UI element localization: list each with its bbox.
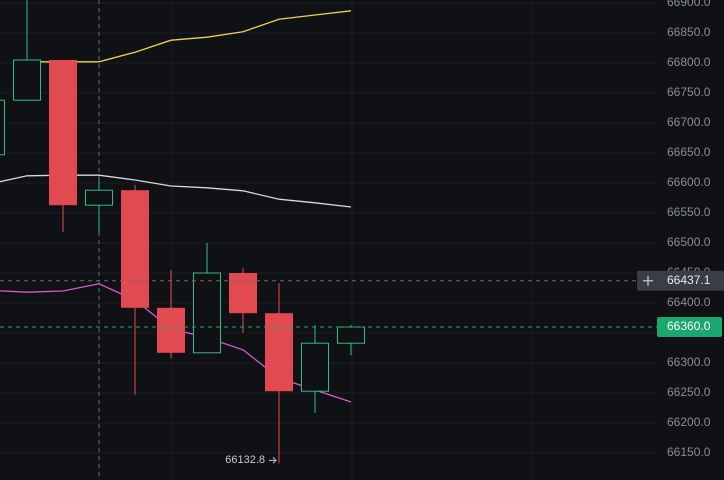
y-tick-label: 66900.0 — [667, 0, 711, 9]
candle-body — [229, 273, 257, 314]
y-tick-label: 66600.0 — [667, 175, 711, 189]
grid — [0, 2, 655, 454]
candle-body — [157, 307, 185, 353]
y-tick-label: 66650.0 — [667, 145, 711, 159]
y-tick-label: 66500.0 — [667, 235, 711, 249]
indicator-line — [27, 10, 352, 63]
y-tick-label: 66800.0 — [667, 55, 711, 69]
y-tick-label: 66850.0 — [667, 25, 711, 39]
candle-body — [13, 59, 41, 101]
y-tick-label: 66300.0 — [667, 355, 711, 369]
y-tick-label: 66750.0 — [667, 85, 711, 99]
y-tick-label: 66400.0 — [667, 295, 711, 309]
last-price-label: 66360.0 — [667, 319, 711, 333]
candle-body — [301, 342, 329, 392]
candle-body — [337, 326, 365, 344]
candle-body — [85, 189, 113, 206]
low-annotation: 66132.8 — [225, 454, 265, 466]
crosshair-price-label: 66437.1 — [667, 273, 711, 287]
y-axis: 66150.066200.066250.066300.066350.066400… — [637, 0, 724, 459]
y-tick-label: 66250.0 — [667, 385, 711, 399]
y-tick-label: 66550.0 — [667, 205, 711, 219]
last-price-box — [657, 317, 722, 337]
low-arrow — [269, 456, 277, 464]
y-tick-label: 66200.0 — [667, 415, 711, 429]
candle-body — [193, 272, 221, 354]
crosshair-plus-icon — [643, 275, 653, 286]
candle-body — [0, 99, 5, 156]
y-tick-label: 66700.0 — [667, 115, 711, 129]
crosshair-label-box — [637, 270, 724, 291]
candle-body — [265, 313, 293, 392]
y-tick-label: 66150.0 — [667, 445, 711, 459]
candle-body — [49, 60, 77, 206]
candle-body — [121, 190, 149, 308]
plot: 66132.8 — [0, 0, 657, 480]
